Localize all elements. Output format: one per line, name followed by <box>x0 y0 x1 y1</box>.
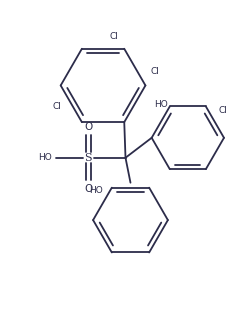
Text: O: O <box>84 184 92 194</box>
Text: O: O <box>84 121 92 131</box>
Text: Cl: Cl <box>150 68 158 76</box>
Text: HO: HO <box>154 100 167 109</box>
Text: S: S <box>84 153 92 163</box>
Text: Cl: Cl <box>52 102 61 111</box>
Text: HO: HO <box>88 186 102 195</box>
Text: Cl: Cl <box>218 106 226 115</box>
Text: Cl: Cl <box>109 32 118 41</box>
Text: HO: HO <box>38 153 52 162</box>
